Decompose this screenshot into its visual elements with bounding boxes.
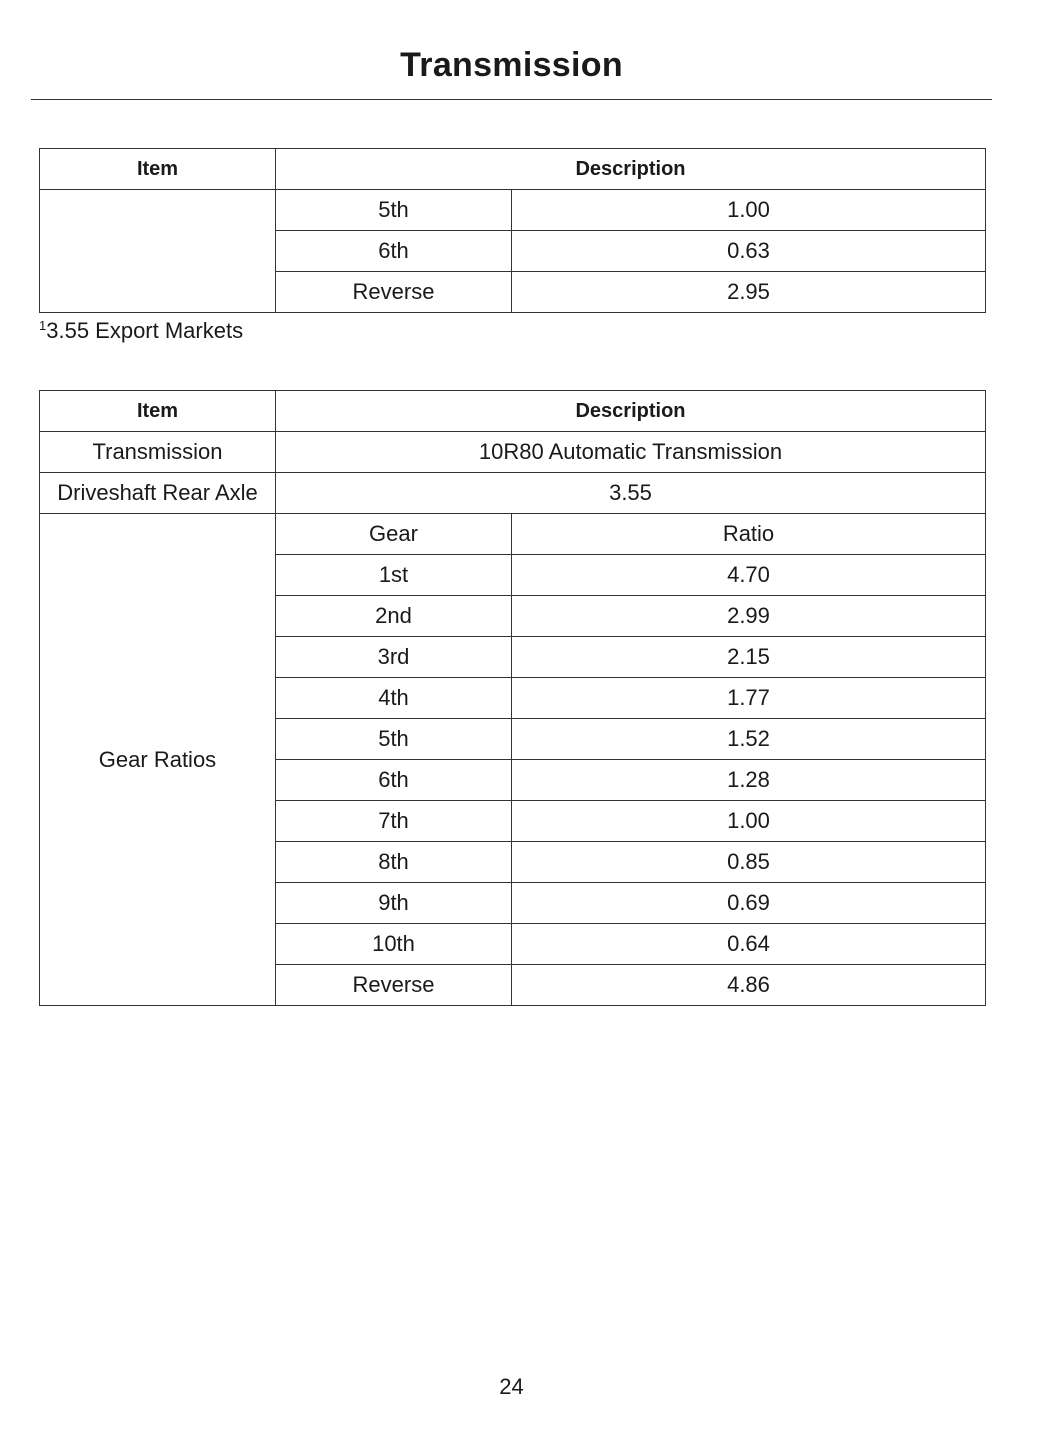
page-title: Transmission <box>400 46 623 84</box>
gear-cell: 6th <box>275 230 512 272</box>
table-row: Reverse 2.95 <box>40 271 986 313</box>
ratio-cell: 2.15 <box>511 636 986 678</box>
ratio-cell: 1.52 <box>511 718 986 760</box>
table-row: 6th 0.63 <box>40 230 986 272</box>
gear-cell: 3rd <box>275 636 512 678</box>
ratio-column-header: Ratio <box>511 513 986 555</box>
table-row: 7th 1.00 <box>40 800 986 842</box>
table-row: Transmission 10R80 Automatic Transmissio… <box>39 431 986 473</box>
gear-cell: 9th <box>275 882 512 924</box>
item-cell <box>39 189 276 313</box>
item-cell: Driveshaft Rear Axle <box>39 472 276 514</box>
gear-cell: 8th <box>275 841 512 883</box>
ratio-cell: 1.00 <box>511 189 986 231</box>
footnote-text: 3.55 Export Markets <box>46 318 244 343</box>
header-item: Item <box>39 390 276 432</box>
description-cell: 3.55 <box>275 472 986 514</box>
gear-ratio-header-row: Gear Ratios Gear Ratio <box>39 513 986 1006</box>
item-cell: Transmission <box>39 431 276 473</box>
table-row: 5th 1.52 <box>40 718 986 760</box>
gear-cell: 6th <box>275 759 512 801</box>
table-row: Reverse 4.86 <box>40 964 986 1006</box>
header-item: Item <box>39 148 276 190</box>
gear-cell: 7th <box>275 800 512 842</box>
ratio-cell: 4.70 <box>511 554 986 596</box>
title-divider <box>31 99 992 100</box>
ratio-cell: 1.28 <box>511 759 986 801</box>
header-description: Description <box>275 148 986 190</box>
gear-cell: 4th <box>275 677 512 719</box>
gear-cell: Reverse <box>275 964 512 1006</box>
ratio-cell: 2.95 <box>511 271 986 313</box>
ratio-cell: 0.64 <box>511 923 986 965</box>
ratio-cell: 0.63 <box>511 230 986 272</box>
transmission-spec-table: Item Description Transmission 10R80 Auto… <box>39 390 986 1006</box>
gear-ratio-table-continued: Item Description 5th 1.00 6th 0.63 Reverse 2.… <box>39 148 986 313</box>
table-header-row: Item Description <box>39 148 986 190</box>
footnote: 13.55 Export Markets <box>39 318 243 344</box>
gear-column-header: Gear <box>275 513 512 555</box>
description-cell: 10R80 Automatic Transmission <box>275 431 986 473</box>
gear-cell: 5th <box>275 718 512 760</box>
page-number: 24 <box>499 1374 524 1399</box>
table-row: 3rd 2.15 <box>40 636 986 678</box>
gear-cell: 10th <box>275 923 512 965</box>
ratio-cell: 2.99 <box>511 595 986 637</box>
gear-cell: 5th <box>275 189 512 231</box>
table-row: Driveshaft Rear Axle 3.55 <box>39 472 986 514</box>
table-row: 6th 1.28 <box>40 759 986 801</box>
gear-cell: Reverse <box>275 271 512 313</box>
gear-cell: 2nd <box>275 595 512 637</box>
header-description: Description <box>275 390 986 432</box>
ratio-cell: 1.77 <box>511 677 986 719</box>
gear-cell: 1st <box>275 554 512 596</box>
table-row: 5th 1.00 <box>39 189 986 313</box>
table-row: 10th 0.64 <box>40 923 986 965</box>
ratio-cell: 0.85 <box>511 841 986 883</box>
ratio-cell: 0.69 <box>511 882 986 924</box>
ratio-cell: 1.00 <box>511 800 986 842</box>
item-cell: Gear Ratios <box>39 513 276 1006</box>
table-row: 2nd 2.99 <box>40 595 986 637</box>
ratio-cell: 4.86 <box>511 964 986 1006</box>
table-row: 8th 0.85 <box>40 841 986 883</box>
footnote-marker: 1 <box>39 318 47 333</box>
table-header-row: Item Description <box>39 390 986 432</box>
